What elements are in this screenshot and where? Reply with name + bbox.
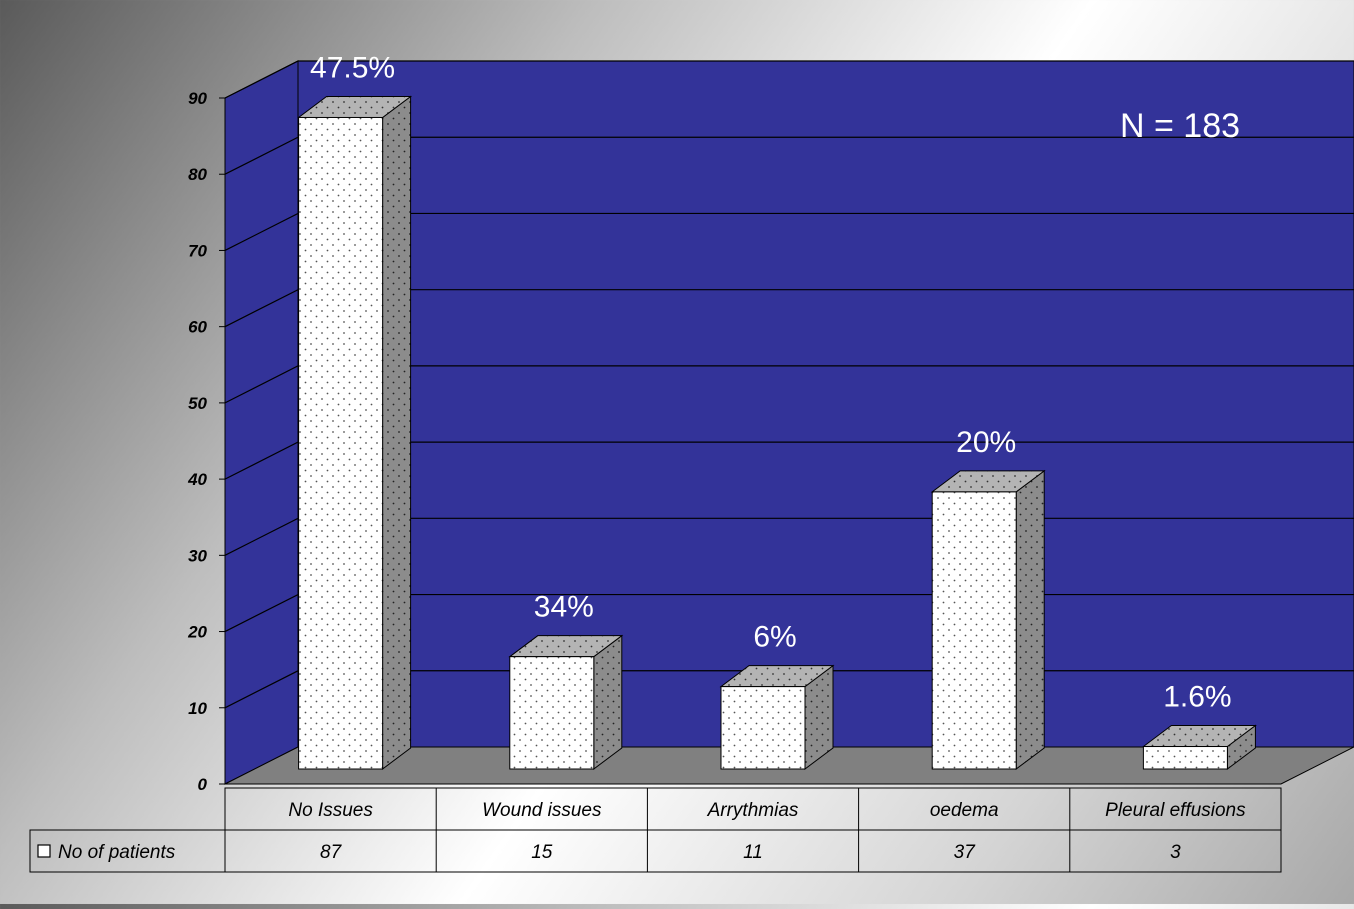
x-category-label: Pleural effusions [1105, 800, 1246, 821]
legend-series-name: No of patients [58, 842, 176, 863]
bar-front [720, 686, 806, 770]
gridline [224, 60, 1354, 99]
table-value-cell: 3 [1170, 842, 1181, 863]
bar-side [382, 95, 412, 770]
legend-swatch [37, 844, 51, 858]
bar-front [931, 491, 1017, 770]
bar-percent-label: 47.5% [310, 51, 395, 84]
back-wall [297, 60, 1354, 748]
bar-percent-label: 1.6% [1163, 681, 1231, 714]
bar [1141, 724, 1257, 770]
y-tick-label: 30 [188, 546, 207, 565]
bar [719, 664, 835, 770]
y-tick-label: 20 [187, 623, 207, 642]
x-category-label: No Issues [288, 800, 373, 821]
y-tick-label: 80 [188, 165, 207, 184]
y-tick-label: 90 [188, 89, 207, 108]
bar-percent-label: 20% [956, 426, 1016, 459]
bar-percent-label: 34% [534, 591, 594, 624]
x-category-label: oedema [930, 800, 999, 821]
bar-front [1142, 746, 1228, 770]
table-value-cell: 87 [320, 842, 343, 863]
bar [508, 634, 624, 770]
bar [297, 95, 413, 770]
gridline [224, 441, 1354, 480]
gridline [224, 136, 1354, 175]
gridline [224, 289, 1354, 328]
table-value-cell: 11 [743, 842, 763, 863]
table-value-row [29, 829, 1282, 873]
y-tick-label: 0 [198, 775, 208, 794]
bar-side [593, 634, 623, 770]
x-category-label: Wound issues [482, 800, 602, 821]
data-table: No Issues 87 Wound issues 15 Arrythmias 11 oed… [29, 787, 1282, 873]
y-tick-label: 50 [188, 394, 207, 413]
bar-front [298, 116, 384, 770]
bars: 47.5% 34% 6% 20% 1.6% [297, 51, 1257, 771]
y-axis-ticks: 0 10 20 30 40 50 60 70 80 90 [187, 89, 225, 794]
y-tick-label: 70 [188, 241, 207, 260]
y-tick-label: 60 [188, 318, 207, 337]
table-value-cell: 37 [954, 842, 977, 863]
bar [930, 469, 1046, 771]
bar-front [509, 656, 595, 770]
y-tick-label: 10 [188, 699, 207, 718]
sample-size-note: N = 183 [1120, 107, 1240, 145]
bar-percent-label: 6% [753, 621, 796, 654]
table-value-cell: 15 [531, 842, 553, 863]
gridline [224, 365, 1354, 404]
side-wall [224, 60, 299, 785]
x-category-label: Arrythmias [707, 800, 799, 821]
bar-side [1015, 469, 1045, 771]
gridline [224, 212, 1354, 251]
y-tick-label: 40 [187, 470, 207, 489]
